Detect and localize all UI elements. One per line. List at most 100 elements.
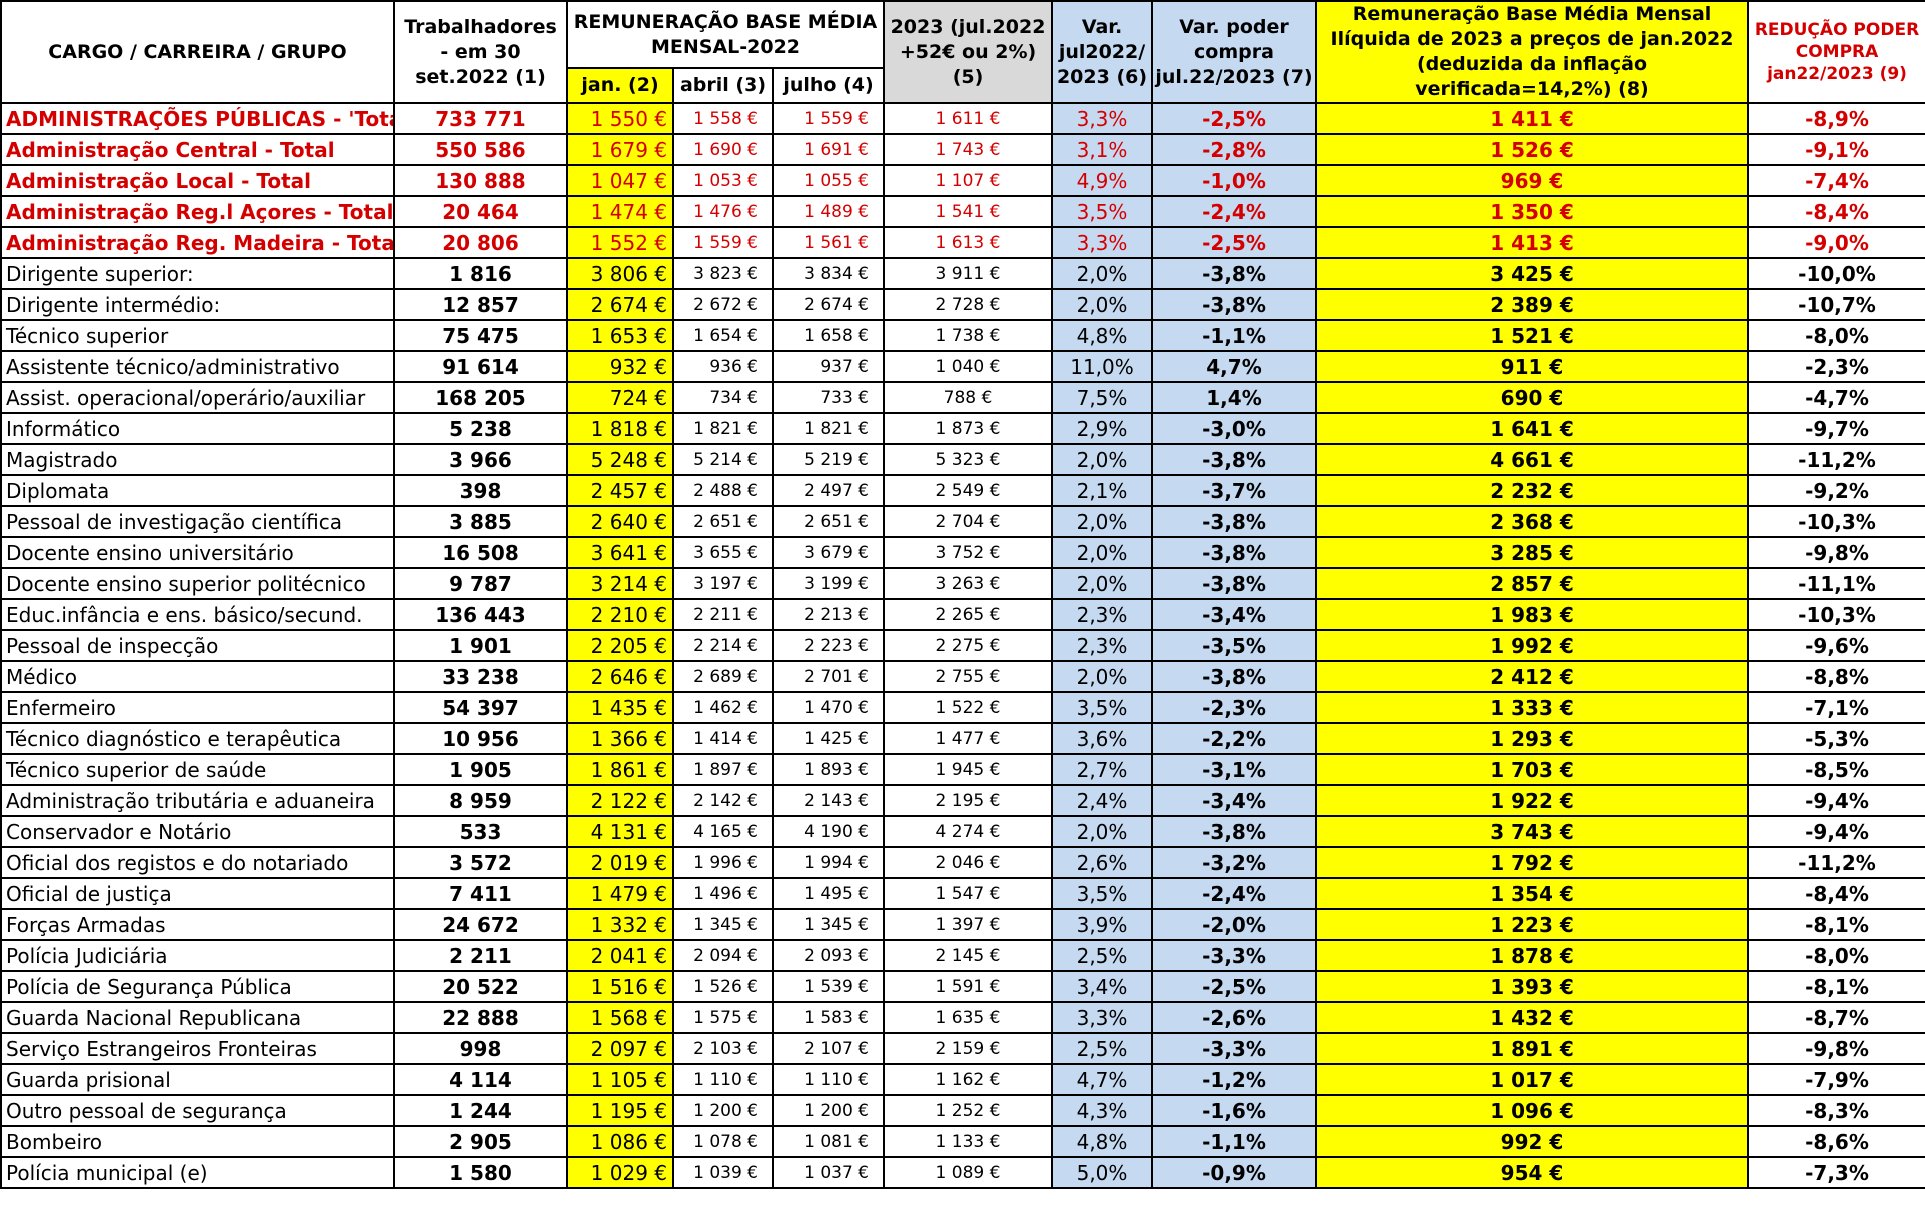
cell-2023: 1 611 € [883, 102, 1053, 135]
cell-reducao: -9,8% [1747, 536, 1925, 569]
cell-var: 2,0% [1051, 288, 1153, 321]
cell-julho: 1 055 € [772, 164, 885, 197]
cell-var: 2,3% [1051, 629, 1153, 662]
cell-2023: 2 275 € [883, 629, 1053, 662]
cell-workers: 20 464 [393, 195, 568, 228]
cell-var: 3,5% [1051, 195, 1153, 228]
cell-julho: 937 € [772, 350, 885, 383]
cell-var-poder: -3,8% [1151, 660, 1317, 693]
cell-cargo: Administração Central - Total [0, 133, 395, 166]
cell-var-poder: -2,5% [1151, 970, 1317, 1003]
cell-var: 2,4% [1051, 784, 1153, 817]
cell-liquida: 969 € [1315, 164, 1749, 197]
cell-reducao: -11,2% [1747, 443, 1925, 476]
cell-var-poder: -3,2% [1151, 846, 1317, 879]
cell-abril: 1 558 € [672, 102, 774, 135]
table-row: Educ.infância e ens. básico/secund. 136 4… [0, 598, 1925, 631]
cell-liquida: 992 € [1315, 1125, 1749, 1158]
cell-jan: 1 105 € [566, 1063, 674, 1096]
table-row: Polícia de Segurança Pública 20 522 1 516 … [0, 970, 1925, 1003]
cell-julho: 4 190 € [772, 815, 885, 848]
cell-workers: 16 508 [393, 536, 568, 569]
table-row: Guarda Nacional Republicana 22 888 1 568 €… [0, 1001, 1925, 1034]
cell-cargo: Enfermeiro [0, 691, 395, 724]
cell-jan: 1 861 € [566, 753, 674, 786]
cell-2023: 1 635 € [883, 1001, 1053, 1034]
cell-julho: 1 893 € [772, 753, 885, 786]
cell-liquida: 1 526 € [1315, 133, 1749, 166]
cell-jan: 1 679 € [566, 133, 674, 166]
cell-var-poder: -3,8% [1151, 567, 1317, 600]
cell-workers: 1 901 [393, 629, 568, 662]
cell-abril: 936 € [672, 350, 774, 383]
cell-2023: 1 738 € [883, 319, 1053, 352]
table-row: Assist. operacional/operário/auxiliar 168… [0, 381, 1925, 414]
cell-2023: 2 728 € [883, 288, 1053, 321]
cell-abril: 1 039 € [672, 1156, 774, 1189]
cell-reducao: -10,0% [1747, 257, 1925, 290]
cell-julho: 3 679 € [772, 536, 885, 569]
cell-julho: 1 200 € [772, 1094, 885, 1127]
cell-2023: 2 549 € [883, 474, 1053, 507]
cell-cargo: Magistrado [0, 443, 395, 476]
table-row: Guarda prisional 4 114 1 105 €1 110 €1 110… [0, 1063, 1925, 1096]
cell-reducao: -9,4% [1747, 815, 1925, 848]
cell-julho: 2 093 € [772, 939, 885, 972]
cell-var-poder: -1,1% [1151, 319, 1317, 352]
cell-reducao: -7,1% [1747, 691, 1925, 724]
cell-reducao: -7,4% [1747, 164, 1925, 197]
cell-workers: 130 888 [393, 164, 568, 197]
cell-2023: 2 755 € [883, 660, 1053, 693]
cell-cargo: Assistente técnico/administrativo [0, 350, 395, 383]
cell-reducao: -8,8% [1747, 660, 1925, 693]
cell-julho: 2 213 € [772, 598, 885, 631]
cell-var-poder: -3,5% [1151, 629, 1317, 662]
cell-julho: 1 561 € [772, 226, 885, 259]
cell-reducao: -9,8% [1747, 1032, 1925, 1065]
cell-cargo: Dirigente intermédio: [0, 288, 395, 321]
cell-workers: 8 959 [393, 784, 568, 817]
cell-workers: 12 857 [393, 288, 568, 321]
table-row: Polícia municipal (e) 1 580 1 029 €1 039 €… [0, 1156, 1925, 1189]
cell-liquida: 1 096 € [1315, 1094, 1749, 1127]
cell-var-poder: 4,7% [1151, 350, 1317, 383]
cell-var: 3,3% [1051, 226, 1153, 259]
cell-abril: 3 823 € [672, 257, 774, 290]
cell-julho: 2 651 € [772, 505, 885, 538]
cell-cargo: Técnico diagnóstico e terapêutica [0, 722, 395, 755]
cell-2023: 2 704 € [883, 505, 1053, 538]
cell-workers: 533 [393, 815, 568, 848]
table-row: Forças Armadas 24 672 1 332 €1 345 €1 345 … [0, 908, 1925, 941]
cell-var: 2,0% [1051, 257, 1153, 290]
cell-abril: 2 651 € [672, 505, 774, 538]
cell-reducao: -10,3% [1747, 505, 1925, 538]
cell-jan: 5 248 € [566, 443, 674, 476]
cell-reducao: -7,9% [1747, 1063, 1925, 1096]
table-row: Outro pessoal de segurança 1 244 1 195 €1 … [0, 1094, 1925, 1127]
cell-jan: 1 047 € [566, 164, 674, 197]
cell-liquida: 2 368 € [1315, 505, 1749, 538]
cell-liquida: 1 641 € [1315, 412, 1749, 445]
cell-workers: 1 580 [393, 1156, 568, 1189]
table-row: Assistente técnico/administrativo 91 614 9… [0, 350, 1925, 383]
cell-var: 3,6% [1051, 722, 1153, 755]
table-row: Dirigente superior: 1 816 3 806 €3 823 €3 … [0, 257, 1925, 290]
cell-julho: 2 701 € [772, 660, 885, 693]
cell-var: 2,7% [1051, 753, 1153, 786]
cell-julho: 1 658 € [772, 319, 885, 352]
cell-var-poder: -3,8% [1151, 257, 1317, 290]
cell-reducao: -8,3% [1747, 1094, 1925, 1127]
cell-julho: 1 559 € [772, 102, 885, 135]
cell-workers: 20 806 [393, 226, 568, 259]
cell-reducao: -9,2% [1747, 474, 1925, 507]
cell-liquida: 2 857 € [1315, 567, 1749, 600]
cell-2023: 788 € [883, 381, 1053, 414]
cell-2023: 1 477 € [883, 722, 1053, 755]
cell-abril: 2 142 € [672, 784, 774, 817]
cell-cargo: Técnico superior [0, 319, 395, 352]
table-row: Docente ensino universitário 16 508 3 641 … [0, 536, 1925, 569]
header-remuneration-group: REMUNERAÇÃO BASE MÉDIA MENSAL-2022 [566, 0, 885, 70]
cell-2023: 2 195 € [883, 784, 1053, 817]
cell-liquida: 1 703 € [1315, 753, 1749, 786]
cell-abril: 1 053 € [672, 164, 774, 197]
